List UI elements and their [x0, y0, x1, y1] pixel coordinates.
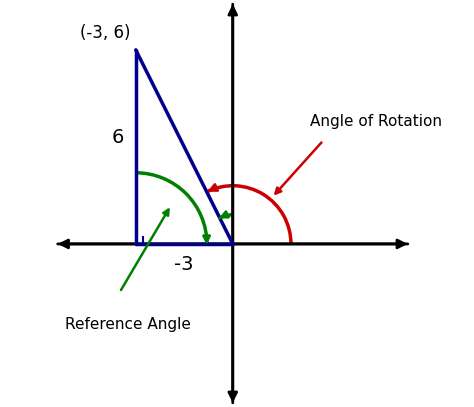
Text: Reference Angle: Reference Angle [64, 317, 191, 332]
Text: -3: -3 [174, 255, 194, 274]
Text: 6: 6 [112, 128, 124, 147]
Text: (-3, 6): (-3, 6) [81, 24, 131, 42]
Text: Angle of Rotation: Angle of Rotation [310, 114, 442, 129]
